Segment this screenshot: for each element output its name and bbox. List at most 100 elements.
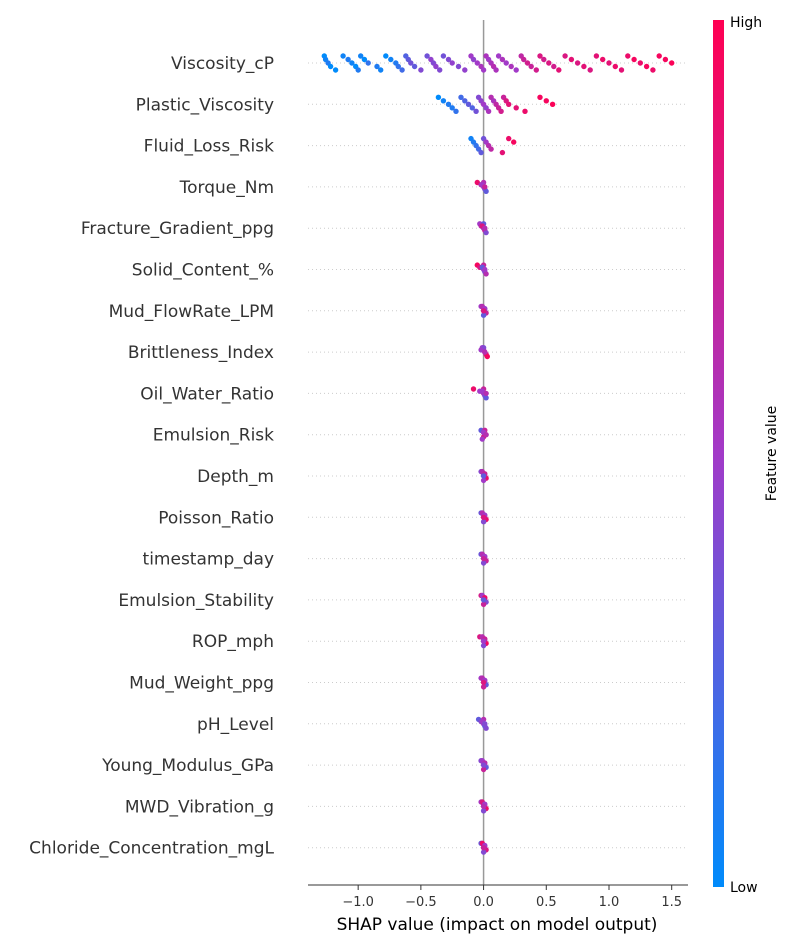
shap-point	[465, 101, 472, 108]
shap-point	[493, 67, 499, 73]
shap-point	[440, 98, 447, 104]
shap-point	[480, 684, 487, 690]
shap-point	[482, 184, 488, 190]
shap-point	[625, 53, 631, 59]
shap-point	[437, 67, 443, 73]
shap-point	[574, 60, 581, 66]
shap-point	[453, 108, 459, 115]
shap-point	[480, 514, 487, 520]
shap-point	[483, 725, 489, 731]
shap-point	[378, 67, 384, 73]
shap-point	[480, 845, 487, 851]
colorbar: High Low Feature value	[713, 15, 780, 896]
shap-point	[480, 849, 487, 855]
shap-point	[478, 149, 484, 156]
shap-point	[513, 105, 519, 111]
shap-point	[480, 560, 487, 566]
shap-point	[669, 60, 675, 66]
shap-point	[533, 67, 539, 73]
shap-point	[388, 56, 394, 63]
shap-point	[480, 803, 487, 810]
shap-point	[482, 349, 488, 355]
shap-point	[445, 101, 452, 108]
shap-point	[433, 63, 439, 70]
shap-point	[479, 436, 485, 442]
shap-point	[480, 67, 487, 73]
shap-point	[408, 60, 414, 66]
x-axis-title: SHAP value (impact on model output)	[337, 915, 658, 935]
x-tick-label: 0.5	[536, 895, 557, 910]
shap-point	[581, 63, 587, 70]
shap-point	[480, 555, 487, 562]
shap-point	[482, 721, 488, 727]
feature-label: ROP_mph	[192, 632, 274, 652]
shap-point	[374, 63, 380, 70]
feature-label: Mud_FlowRate_LPM	[109, 302, 274, 322]
x-tick-label: −0.5	[405, 895, 437, 910]
shap-point	[399, 67, 405, 73]
shap-point	[508, 63, 514, 70]
shap-point	[327, 63, 334, 70]
feature-label: Plastic_Viscosity	[136, 95, 274, 115]
shap-point	[541, 56, 547, 63]
colorbar-low-label: Low	[730, 880, 758, 896]
shap-point	[480, 601, 487, 607]
shap-point	[482, 225, 488, 231]
shap-point	[488, 146, 494, 152]
feature-label: Depth_m	[197, 467, 274, 487]
feature-label: Fracture_Gradient_ppg	[81, 219, 274, 239]
x-tick-label: 1.0	[599, 895, 620, 910]
shap-point	[361, 56, 368, 63]
shap-point	[470, 386, 477, 392]
colorbar-gradient	[713, 20, 724, 887]
shap-point	[332, 67, 339, 73]
shap-point	[483, 395, 489, 401]
shap-point	[445, 56, 452, 63]
shap-point	[637, 60, 643, 66]
shap-point	[537, 94, 543, 101]
shap-point	[383, 53, 389, 59]
shap-point	[662, 56, 669, 63]
feature-label: Chloride_Concentration_mgL	[29, 839, 274, 859]
shap-point	[480, 597, 487, 603]
feature-label: Fluid_Loss_Risk	[144, 137, 274, 157]
shap-point	[469, 105, 475, 111]
shap-point	[524, 60, 531, 66]
shap-point	[435, 94, 442, 101]
x-tick-label: 1.5	[661, 895, 682, 910]
shap-point	[480, 638, 487, 644]
feature-label: Poisson_Ratio	[158, 508, 274, 528]
feature-label: Brittleness_Index	[128, 343, 274, 363]
shap-point	[503, 60, 509, 66]
shap-point	[480, 642, 487, 649]
feature-label: Mud_Weight_ppg	[129, 674, 274, 694]
shap-point	[345, 56, 351, 63]
shap-point	[600, 56, 606, 63]
shap-point	[556, 67, 562, 73]
shap-point	[485, 108, 492, 115]
colorbar-high-label: High	[730, 15, 762, 31]
shap-point	[483, 432, 489, 438]
shap-point	[495, 53, 502, 59]
x-axis: −1.0 −0.5 0.0 0.5 1.0 1.5	[308, 884, 688, 910]
shap-point	[449, 60, 455, 66]
shap-point	[473, 108, 479, 115]
shap-point	[506, 135, 512, 142]
shap-point	[549, 101, 556, 108]
shap-point	[365, 60, 371, 66]
feature-label: Young_Modulus_GPa	[101, 756, 274, 776]
shap-point	[546, 60, 552, 66]
shap-point	[593, 53, 600, 59]
feature-label: Oil_Water_Ratio	[140, 384, 274, 404]
shap-point	[462, 67, 468, 73]
feature-label: MWD_Vibration_g	[125, 797, 274, 817]
shap-point	[483, 390, 489, 397]
shap-point	[522, 108, 528, 115]
shap-point	[480, 477, 487, 484]
shap-point	[656, 53, 662, 59]
shap-point	[498, 108, 504, 115]
shap-point	[562, 53, 568, 59]
colorbar-title: Feature value	[764, 406, 780, 502]
feature-label: Emulsion_Stability	[118, 591, 274, 611]
shap-point	[455, 63, 462, 70]
